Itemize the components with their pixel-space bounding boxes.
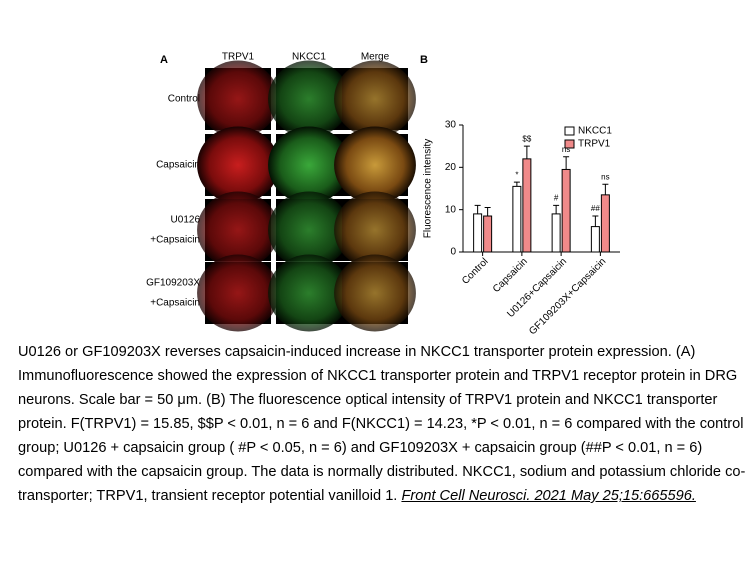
bar — [512, 185, 522, 253]
bar — [483, 215, 493, 253]
row-label: GF109203X — [146, 278, 200, 289]
error-bar — [553, 204, 560, 214]
citation[interactable]: Front Cell Neurosci. 2021 May 25;15:6655… — [401, 488, 696, 504]
tissue — [334, 60, 416, 138]
tissue — [197, 60, 279, 138]
bar — [590, 226, 600, 253]
y-tick-label: 10 — [445, 204, 457, 215]
legend-swatch — [564, 126, 575, 136]
bar — [473, 213, 483, 253]
bar — [522, 158, 532, 253]
tissue — [197, 254, 279, 332]
bar — [600, 194, 610, 253]
x-tick-label: Control — [460, 256, 491, 287]
tissue — [268, 191, 350, 269]
tissue — [334, 191, 416, 269]
figure: A B TRPV1 NKCC1 MergeControlCapsaicinU0126… — [146, 52, 620, 335]
tissue — [197, 191, 279, 269]
tissue — [268, 254, 350, 332]
y-axis-label: Fluorescence intensity — [423, 139, 434, 239]
row-label: U0126 — [171, 215, 201, 226]
significance-label: ns — [562, 145, 570, 154]
caption: U0126 or GF109203X reverses capsaicin-in… — [18, 340, 746, 508]
row-label: +Capsaicin — [150, 298, 200, 309]
micrographs: TRPV1 NKCC1 Merge Control Capsaicin U0126 +Cap… — [146, 52, 416, 332]
caption-text: U0126 or GF109203X reverses capsaicin-in… — [18, 344, 746, 504]
column-label: Merge — [361, 52, 390, 63]
significance-label: $$ — [522, 134, 531, 143]
significance-label: ns — [601, 172, 609, 181]
legend-label: NKCC1 — [578, 126, 612, 137]
error-bar — [592, 215, 599, 227]
tissue — [334, 126, 416, 204]
row-label: +Capsaicin — [150, 235, 200, 246]
error-bar — [523, 145, 530, 159]
panel-label: B — [420, 54, 428, 66]
bar — [561, 168, 571, 253]
error-bar — [513, 181, 520, 187]
column-label: TRPV1 — [222, 52, 255, 63]
panel-label: A — [160, 54, 168, 66]
legend-label: TRPV1 — [578, 139, 611, 150]
x-tick-label: Capsaicin — [491, 256, 530, 295]
y-tick-label: 0 — [450, 247, 456, 258]
significance-label: * — [515, 170, 518, 179]
bar — [551, 213, 561, 253]
error-bar — [602, 183, 609, 195]
tissue — [268, 126, 350, 204]
tissue — [334, 254, 416, 332]
y-tick-label: 30 — [445, 120, 457, 131]
y-tick-label: 20 — [445, 162, 457, 173]
row-label: Control — [168, 94, 200, 105]
significance-label: # — [554, 194, 559, 203]
column-label: NKCC1 — [292, 52, 326, 63]
legend-swatch — [564, 139, 575, 149]
tissue — [268, 60, 350, 138]
row-label: Capsaicin — [156, 160, 200, 171]
tissue — [197, 126, 279, 204]
x-tick-label: GF109203X+Capsaicin — [527, 256, 608, 335]
error-bar — [563, 156, 570, 170]
error-bar — [474, 204, 481, 214]
significance-label: ## — [591, 204, 600, 213]
error-bar — [484, 207, 491, 217]
